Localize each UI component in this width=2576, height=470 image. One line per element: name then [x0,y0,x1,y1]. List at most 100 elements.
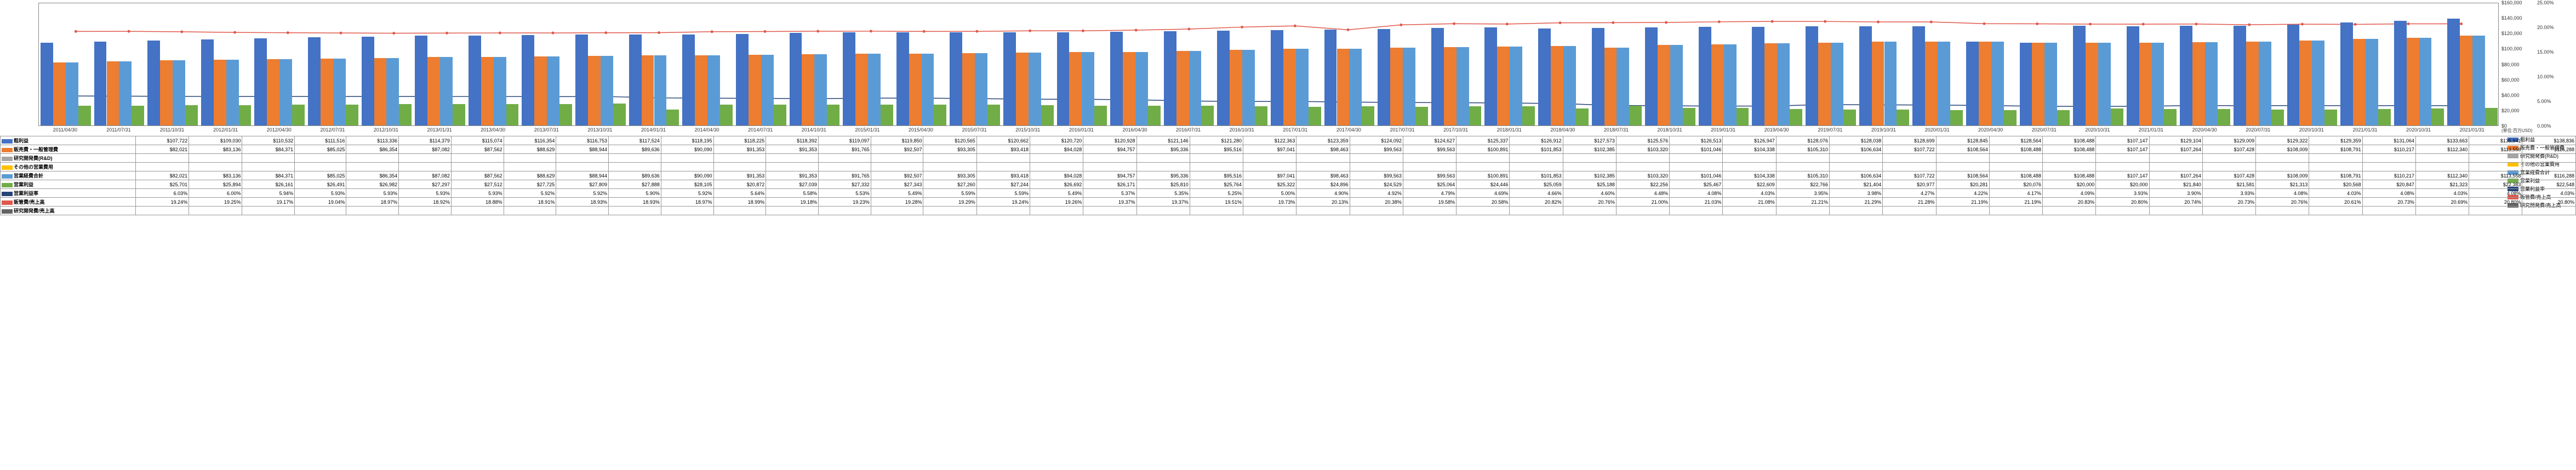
bar-gross_profit [147,41,160,125]
table-cell: $113,336 [346,136,399,145]
table-cell: $21,323 [2415,180,2469,189]
bar-sga [1230,50,1242,125]
table-cell: 5.64% [713,189,766,198]
y-axis-left: $0$20,000$40,000$60,000$80,000$100,000$1… [2501,3,2534,126]
table-cell: 5.92% [661,189,713,198]
x-axis-label: 2012/10/31 [374,127,398,133]
bar-opex_total [1563,46,1576,125]
table-cell: $109,030 [189,136,242,145]
table-cell [556,163,609,171]
bar-sga [1283,49,1296,125]
marker-sga_ratio [1029,30,1031,32]
bar-op_income [2485,108,2498,125]
table-cell: $101,046 [1670,145,1723,154]
bar-sga [642,55,654,125]
bar-opex_total [386,58,399,125]
table-cell [1776,207,1829,215]
table-cell: $27,809 [556,180,609,189]
bar-gross_profit [1431,28,1444,125]
table-cell: $88,944 [556,171,609,180]
table-cell: $93,305 [923,171,976,180]
table-cell: $20,847 [2362,180,2415,189]
table-cell: $101,853 [1510,171,1563,180]
table-cell [1670,163,1723,171]
table-row: 販管費/売上高19.24%19.25%19.17%19.04%18.97%18.… [1,198,2576,207]
x-axis-label: 2021/01/31 [2460,127,2484,133]
table-cell: 5.00% [1243,189,1296,198]
table-cell: $26,982 [346,180,399,189]
table-cell [1457,163,1510,171]
bar-opex_total [2472,36,2485,125]
bar-gross_profit [2394,21,2407,125]
table-cell: $103,320 [1616,145,1669,154]
marker-sga_ratio [233,31,236,34]
table-cell [871,207,923,215]
marker-sga_ratio [445,32,448,35]
table-cell: 5.35% [1136,189,1190,198]
table-cell: $110,217 [2362,145,2415,154]
table-cell: $98,463 [1296,145,1350,154]
table-cell [713,154,766,163]
table-cell: $100,891 [1457,171,1510,180]
bar-opex_total [333,59,346,125]
bar-op_income [1576,108,1589,125]
marker-sga_ratio [870,30,872,32]
table-cell: $108,488 [2043,136,2096,145]
table-cell: 21.19% [1936,198,1989,207]
table-cell: $108,791 [2309,145,2362,154]
table-cell: $107,264 [2149,145,2202,154]
table-cell [1296,163,1350,171]
bar-sga [1872,42,1884,125]
bar-op_income [2431,108,2444,125]
table-cell: $82,021 [135,145,189,154]
row-header: 販売費・一般管理費 [1,145,136,154]
table-cell: $135,941 [2469,136,2522,145]
table-cell [1563,207,1616,215]
row-header-label: 研究開発費/売上高 [14,208,55,214]
table-cell [2096,207,2149,215]
table-cell: 20.80% [2469,198,2522,207]
bar-op_income [666,110,679,125]
table-cell [1989,154,2042,163]
bar-op_income [720,105,733,125]
y-right-tick: 0.00% [2537,123,2551,129]
table-cell: $112,340 [2415,171,2469,180]
bar-opex_total [547,56,559,125]
table-cell: $89,636 [609,145,661,154]
table-cell: $119,850 [871,136,923,145]
row-header-label: 販管費/売上高 [14,199,45,205]
bar-gross_profit [1699,27,1711,125]
marker-sga_ratio [1665,21,1667,24]
bar-op_income [1094,106,1107,125]
bar-sga [1818,43,1831,125]
marker-sga_ratio [1347,28,1350,31]
table-cell: $99,563 [1403,145,1456,154]
table-cell: 4.17% [1989,189,2042,198]
table-cell [1616,163,1669,171]
row-header: 営業利益 [1,180,136,189]
table-cell: $87,082 [399,171,452,180]
table-row: 販売費・一般管理費$82,021$83,136$84,371$85,025$86… [1,145,2576,154]
table-cell: $120,928 [1083,136,1136,145]
row-header-label: その他の営業費用 [14,164,53,170]
bar-opex_total [1884,42,1897,125]
legend-swatch [2,183,13,187]
bar-op_income [1522,106,1535,125]
y-left-tick: $100,000 [2501,46,2522,51]
table-cell: $22,383 [2469,180,2522,189]
bar-gross_profit [1966,42,1979,125]
table-cell [1510,154,1563,163]
y-right-tick: 25.00% [2537,0,2554,5]
table-cell [1457,207,1510,215]
table-cell [1829,154,1882,163]
table-cell [871,163,923,171]
marker-sga_ratio [1241,26,1243,28]
bar-gross_profit [1912,26,1925,125]
table-cell: 5.49% [1030,189,1083,198]
table-cell: 4.08% [2469,189,2522,198]
marker-sga_ratio [1559,21,1562,24]
bar-sga [2407,38,2419,125]
table-cell [1350,163,1403,171]
table-cell: 4.69% [1457,189,1510,198]
bar-sga [1711,44,1724,125]
